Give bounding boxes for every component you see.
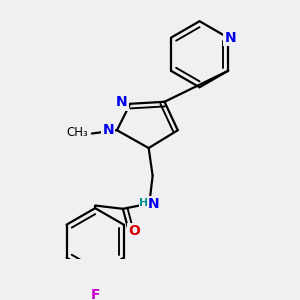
- Text: N: N: [148, 197, 160, 211]
- Text: N: N: [224, 31, 236, 45]
- Text: N: N: [103, 123, 114, 137]
- Text: O: O: [128, 224, 140, 238]
- Text: H: H: [140, 198, 149, 208]
- Text: F: F: [90, 288, 100, 300]
- Text: CH₃: CH₃: [66, 126, 88, 140]
- Text: N: N: [116, 95, 127, 110]
